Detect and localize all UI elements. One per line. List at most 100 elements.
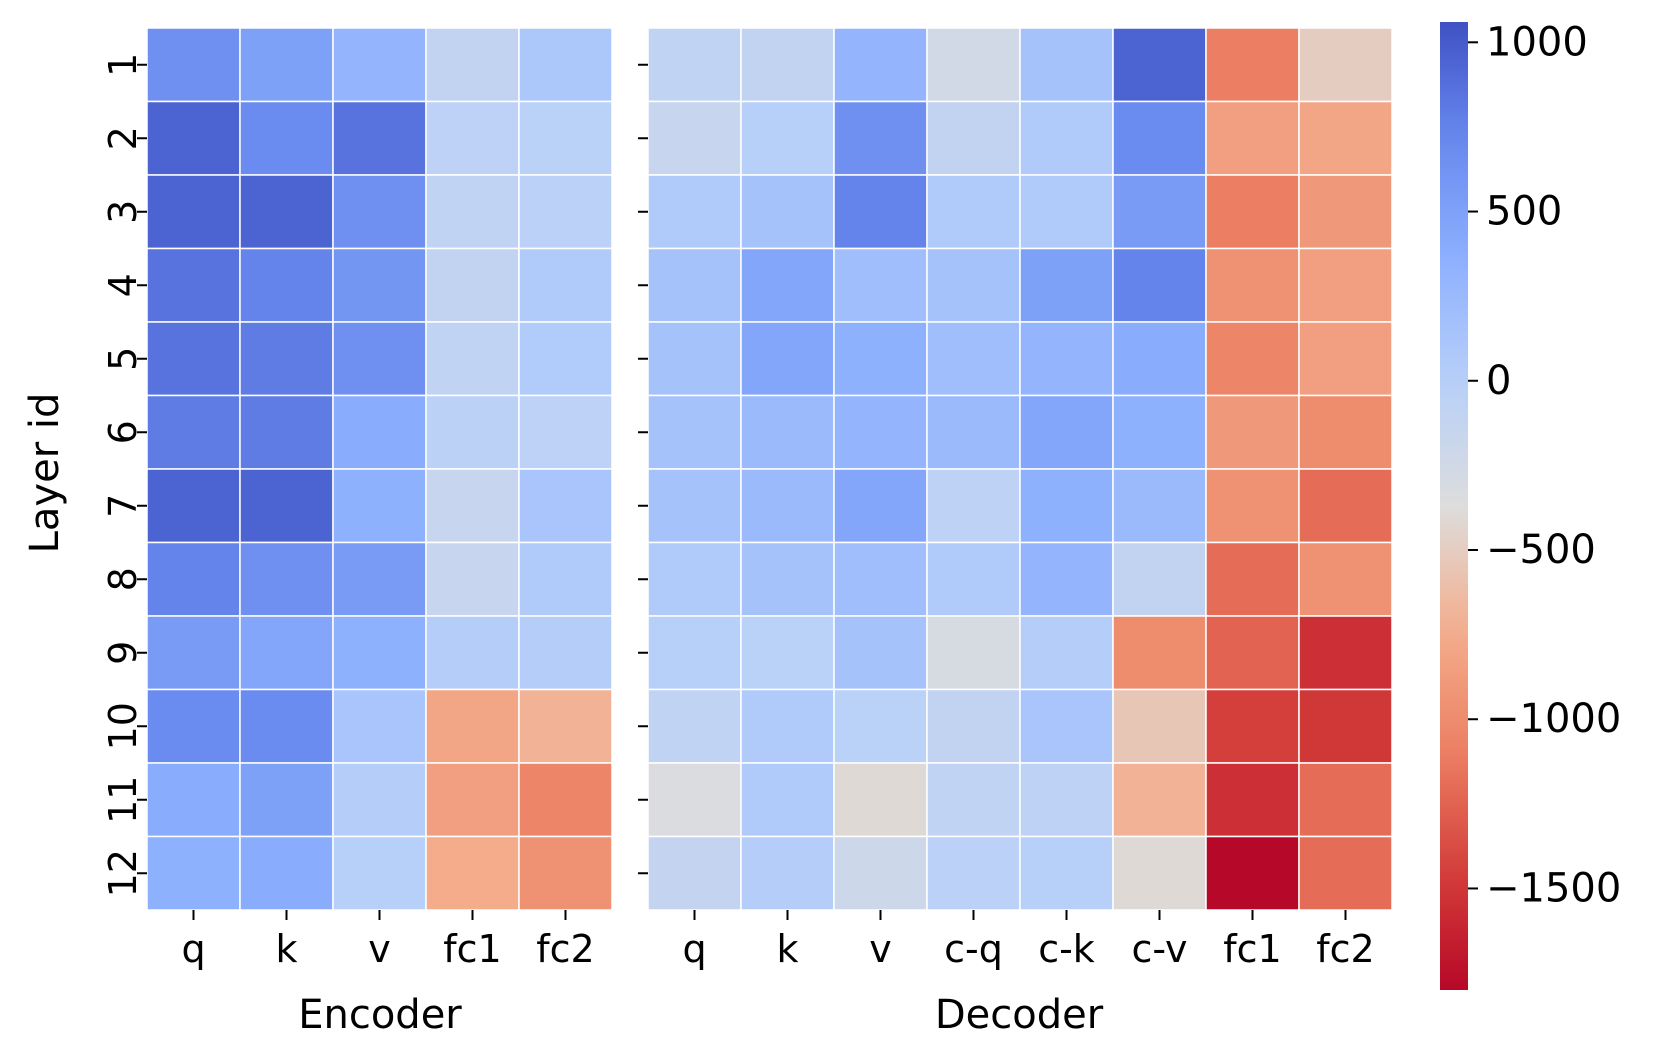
colorbar-ticks: 1000 500 0 −500 −1000 −1500 bbox=[1468, 19, 1621, 911]
decoder-cell-r12-v bbox=[833, 835, 928, 911]
encoder-cell-r5-q bbox=[146, 321, 241, 397]
decoder-cell-r9-c-q bbox=[926, 615, 1021, 691]
encoder-cell-r10-fc2 bbox=[518, 688, 613, 764]
decoder-cell-r8-c-v bbox=[1112, 541, 1207, 617]
decoder-cell-r9-fc1 bbox=[1205, 615, 1300, 691]
decoder-cell-r5-fc2 bbox=[1298, 321, 1393, 397]
decoder-cell-r6-fc2 bbox=[1298, 394, 1393, 470]
y-tick-label-5: 5 bbox=[101, 347, 145, 371]
decoder-cell-r4-q bbox=[647, 247, 742, 323]
colorbar: 1000 500 0 −500 −1000 −1500 bbox=[1440, 19, 1621, 990]
decoder-cell-r3-q bbox=[647, 174, 742, 250]
encoder-cell-r1-k bbox=[239, 27, 334, 103]
encoder-cell-r1-q bbox=[146, 27, 241, 103]
decoder-cell-r9-fc2 bbox=[1298, 615, 1393, 691]
decoder-x-tick-label-c-k: c-k bbox=[1038, 927, 1095, 971]
decoder-cell-r12-fc2 bbox=[1298, 835, 1393, 911]
encoder-cell-r5-v bbox=[332, 321, 427, 397]
encoder-cell-r9-v bbox=[332, 615, 427, 691]
y-tick-label-6: 6 bbox=[101, 420, 145, 444]
encoder-cell-r5-fc1 bbox=[425, 321, 520, 397]
encoder-cell-r1-fc1 bbox=[425, 27, 520, 103]
encoder-cell-r11-q bbox=[146, 762, 241, 838]
encoder-cell-r1-v bbox=[332, 27, 427, 103]
encoder-cell-r12-fc1 bbox=[425, 835, 520, 911]
decoder-cell-r8-fc2 bbox=[1298, 541, 1393, 617]
encoder-cell-r11-fc2 bbox=[518, 762, 613, 838]
decoder-cell-r10-fc2 bbox=[1298, 688, 1393, 764]
decoder-cell-r2-fc2 bbox=[1298, 100, 1393, 176]
decoder-cell-r7-fc1 bbox=[1205, 468, 1300, 544]
encoder-cell-r9-fc1 bbox=[425, 615, 520, 691]
decoder-x-tick-label-fc1: fc1 bbox=[1223, 927, 1281, 971]
decoder-cell-r10-q bbox=[647, 688, 742, 764]
encoder-cell-r8-v bbox=[332, 541, 427, 617]
decoder-cell-r2-c-k bbox=[1019, 100, 1114, 176]
encoder-cell-r6-v bbox=[332, 394, 427, 470]
encoder-cell-r3-v bbox=[332, 174, 427, 250]
decoder-x-tick-label-c-q: c-q bbox=[944, 927, 1003, 971]
y-axis-label: Layer id bbox=[22, 393, 68, 554]
decoder-cell-r5-c-k bbox=[1019, 321, 1114, 397]
decoder-cell-r5-v bbox=[833, 321, 928, 397]
decoder-cell-r1-k bbox=[740, 27, 835, 103]
decoder-cell-r6-c-k bbox=[1019, 394, 1114, 470]
y-tick-label-8: 8 bbox=[101, 567, 145, 591]
encoder-cell-r3-k bbox=[239, 174, 334, 250]
decoder-cell-r10-c-v bbox=[1112, 688, 1207, 764]
decoder-cell-r2-fc1 bbox=[1205, 100, 1300, 176]
decoder-cell-r3-fc1 bbox=[1205, 174, 1300, 250]
decoder-cell-r8-fc1 bbox=[1205, 541, 1300, 617]
encoder-cell-r10-k bbox=[239, 688, 334, 764]
encoder-cell-r5-fc2 bbox=[518, 321, 613, 397]
decoder-cell-r10-k bbox=[740, 688, 835, 764]
decoder-cell-r10-fc1 bbox=[1205, 688, 1300, 764]
encoder-cell-r12-k bbox=[239, 835, 334, 911]
encoder-cell-r7-fc1 bbox=[425, 468, 520, 544]
decoder-cell-r7-fc2 bbox=[1298, 468, 1393, 544]
decoder-cell-r3-v bbox=[833, 174, 928, 250]
decoder-cell-r2-c-q bbox=[926, 100, 1021, 176]
encoder-cell-r10-fc1 bbox=[425, 688, 520, 764]
encoder-cell-r12-v bbox=[332, 835, 427, 911]
encoder-cell-r8-fc2 bbox=[518, 541, 613, 617]
encoder-cell-r7-fc2 bbox=[518, 468, 613, 544]
decoder-cell-r4-c-v bbox=[1112, 247, 1207, 323]
decoder-cell-r11-q bbox=[647, 762, 742, 838]
encoder-cell-r12-fc2 bbox=[518, 835, 613, 911]
decoder-cell-r9-c-k bbox=[1019, 615, 1114, 691]
decoder-cell-r11-c-v bbox=[1112, 762, 1207, 838]
encoder-cell-r6-k bbox=[239, 394, 334, 470]
decoder-cell-r9-v bbox=[833, 615, 928, 691]
decoder-cell-r5-c-v bbox=[1112, 321, 1207, 397]
decoder-cell-r10-c-k bbox=[1019, 688, 1114, 764]
decoder-cell-r3-fc2 bbox=[1298, 174, 1393, 250]
decoder-cell-r12-k bbox=[740, 835, 835, 911]
decoder-cell-r8-c-q bbox=[926, 541, 1021, 617]
encoder-cell-r2-k bbox=[239, 100, 334, 176]
decoder-cell-r12-c-v bbox=[1112, 835, 1207, 911]
y-tick-label-3: 3 bbox=[101, 200, 145, 224]
decoder-cell-r1-v bbox=[833, 27, 928, 103]
decoder-cell-r6-fc1 bbox=[1205, 394, 1300, 470]
decoder-cell-r6-c-q bbox=[926, 394, 1021, 470]
decoder-cell-r1-c-v bbox=[1112, 27, 1207, 103]
colorbar-scale bbox=[1440, 22, 1468, 990]
decoder-cell-r7-q bbox=[647, 468, 742, 544]
decoder-cell-r2-v bbox=[833, 100, 928, 176]
encoder-cell-r9-k bbox=[239, 615, 334, 691]
decoder-cell-r12-c-k bbox=[1019, 835, 1114, 911]
encoder-cell-r10-v bbox=[332, 688, 427, 764]
encoder-cell-r3-fc1 bbox=[425, 174, 520, 250]
decoder-cell-r10-v bbox=[833, 688, 928, 764]
decoder-x-tick-label-v: v bbox=[869, 927, 892, 971]
decoder-cell-r7-c-q bbox=[926, 468, 1021, 544]
decoder-cell-r1-c-q bbox=[926, 27, 1021, 103]
decoder-cell-r4-c-k bbox=[1019, 247, 1114, 323]
encoder-cell-r4-v bbox=[332, 247, 427, 323]
decoder-cell-r3-k bbox=[740, 174, 835, 250]
decoder-cell-r11-fc1 bbox=[1205, 762, 1300, 838]
colorbar-tick-label--1500: −1500 bbox=[1486, 865, 1621, 911]
decoder-cell-r5-c-q bbox=[926, 321, 1021, 397]
